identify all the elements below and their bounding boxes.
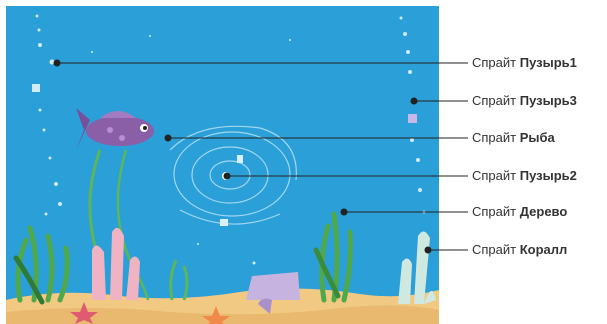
label-prefix: Спрайт bbox=[472, 130, 517, 145]
dot-tree bbox=[340, 208, 348, 216]
dot-bubble2 bbox=[223, 172, 231, 180]
label-prefix: Спрайт bbox=[472, 93, 517, 108]
label-name: Пузырь2 bbox=[519, 168, 577, 183]
starfish-left bbox=[70, 302, 98, 324]
label-prefix: Спрайт bbox=[472, 55, 517, 70]
label-prefix: Спрайт bbox=[472, 242, 517, 257]
label-name: Пузырь3 bbox=[519, 93, 577, 108]
leader-lines bbox=[57, 62, 468, 251]
fish bbox=[76, 108, 154, 150]
water-background bbox=[6, 6, 439, 324]
label-prefix: Спрайт bbox=[472, 168, 517, 183]
dot-bubble3 bbox=[410, 97, 418, 105]
seaweed-left bbox=[13, 225, 70, 305]
label-name: Рыба bbox=[519, 130, 555, 145]
dot-bubble1 bbox=[53, 59, 61, 67]
leader-dots bbox=[53, 59, 432, 254]
label-name: Пузырь1 bbox=[519, 55, 577, 70]
label-coral: Спрайт Коралл bbox=[472, 242, 567, 258]
label-bubble3: Спрайт Пузырь3 bbox=[472, 93, 577, 109]
dot-coral bbox=[424, 246, 432, 254]
dot-fish bbox=[164, 134, 172, 142]
label-bubble2: Спрайт Пузырь2 bbox=[472, 168, 577, 184]
purple-rocks bbox=[246, 272, 300, 314]
label-tree: Спрайт Дерево bbox=[472, 204, 567, 220]
label-name: Коралл bbox=[519, 242, 568, 257]
label-prefix: Спрайт bbox=[472, 204, 517, 219]
label-fish: Спрайт Рыба bbox=[472, 130, 555, 146]
label-name: Дерево bbox=[519, 204, 568, 219]
tree-seaweed bbox=[313, 211, 353, 303]
pink-coral bbox=[92, 227, 140, 300]
label-bubble1: Спрайт Пузырь1 bbox=[472, 55, 577, 71]
starfish-right bbox=[202, 306, 230, 324]
swirl bbox=[169, 125, 297, 225]
bubble1-column bbox=[32, 14, 62, 216]
